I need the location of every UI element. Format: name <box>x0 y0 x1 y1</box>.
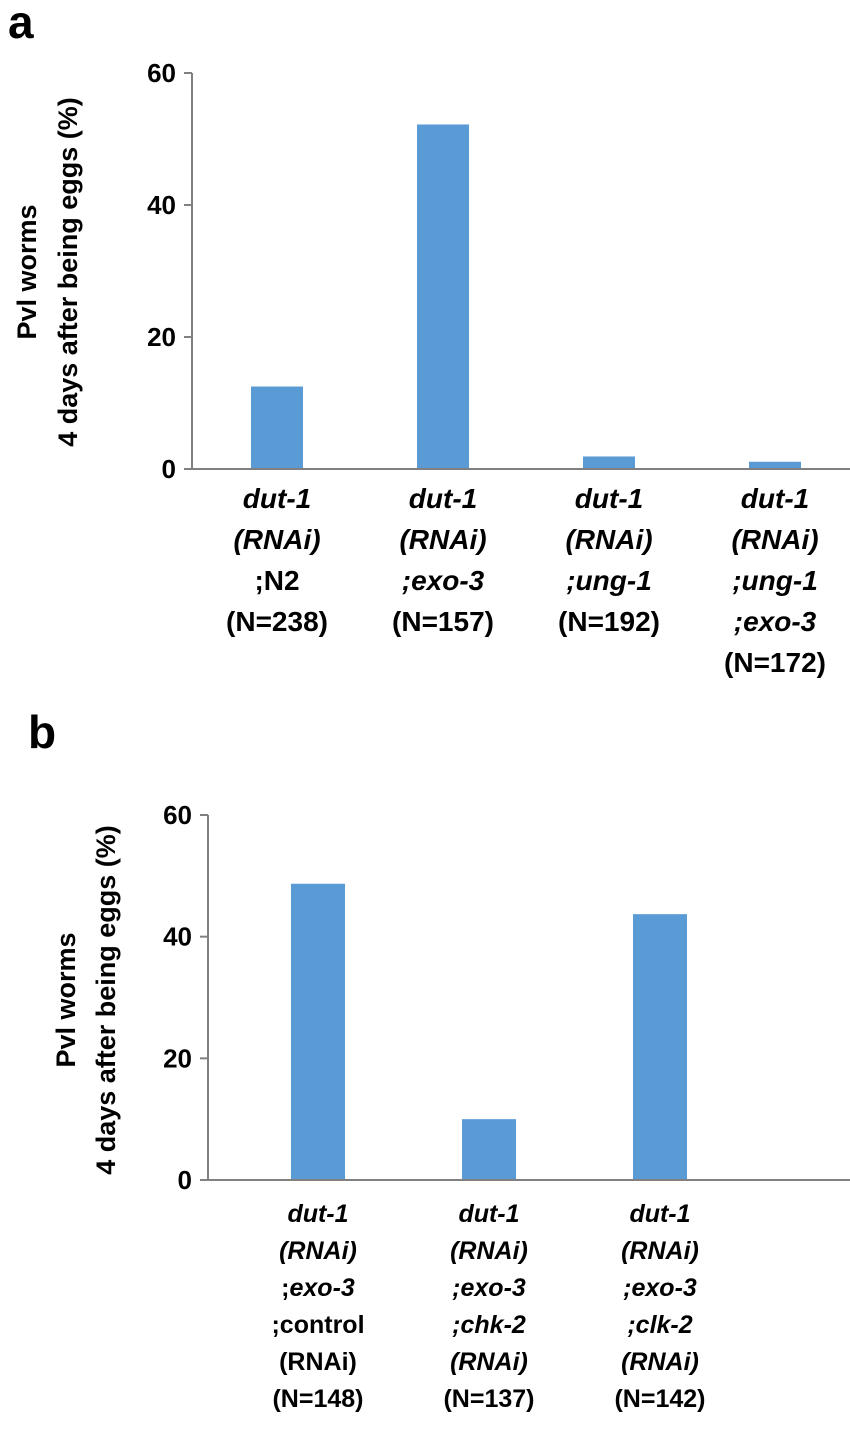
category-label-segment: (N=172) <box>724 647 826 678</box>
y-axis-label-line: 4 days after being eggs (%) <box>91 825 121 1175</box>
category-label-line: dut-1 <box>409 483 477 514</box>
category-label-segment: (RNAi) <box>450 1237 528 1265</box>
category-label-segment: (RNAi) <box>621 1237 699 1265</box>
category-label-segment: (RNAi) <box>399 524 486 555</box>
category-label-segment: ; <box>281 1274 289 1302</box>
category-label-line: (N=148) <box>272 1385 363 1413</box>
category-label-line: (RNAi) <box>399 524 486 555</box>
category-label-line: (RNAi) <box>450 1348 528 1376</box>
category-label-line: (RNAi) <box>565 524 652 555</box>
bar <box>417 124 469 469</box>
category-label-line: dut-1 <box>575 483 643 514</box>
y-tick-label: 20 <box>147 322 176 352</box>
category-label-line: ;exo-3 <box>281 1274 355 1302</box>
category-label-line: ;ung-1 <box>566 565 652 596</box>
category-label-segment: (RNAi) <box>621 1348 699 1376</box>
y-tick-label: 40 <box>147 190 176 220</box>
category-label-segment: (N=238) <box>226 606 328 637</box>
y-tick-label: 0 <box>162 454 176 484</box>
category-label-segment: ;N2 <box>254 565 299 596</box>
category-label-segment: ;exo-3 <box>734 606 817 637</box>
category-label-line: (RNAi) <box>233 524 320 555</box>
category-label-segment: (N=137) <box>443 1385 534 1413</box>
category-label-segment: (N=192) <box>558 606 660 637</box>
category-label-segment: ;control <box>271 1311 364 1339</box>
bar <box>583 456 635 469</box>
category-label-segment: (N=148) <box>272 1385 363 1413</box>
category-label-line: dut-1 <box>458 1200 519 1228</box>
category-label-segment: ;exo-3 <box>452 1274 526 1302</box>
category-label-segment: (RNAi) <box>279 1348 357 1376</box>
category-label-line: (N=238) <box>226 606 328 637</box>
category-label-segment: ;ung-1 <box>566 565 652 596</box>
bar <box>251 386 303 469</box>
category-label-line: ;control <box>271 1311 364 1339</box>
category-label-segment: dut-1 <box>575 483 643 514</box>
y-tick-label: 20 <box>163 1043 192 1073</box>
y-axis-label-line: Pvl worms <box>51 932 81 1067</box>
category-label-segment: ;clk-2 <box>627 1311 692 1339</box>
category-label-line: ;ung-1 <box>732 565 818 596</box>
panel-label-b: b <box>28 706 56 758</box>
category-label-segment: (RNAi) <box>279 1237 357 1265</box>
category-label-line: ;exo-3 <box>402 565 485 596</box>
category-label-line: (RNAi) <box>621 1237 699 1265</box>
category-label-segment: dut-1 <box>243 483 311 514</box>
category-label-line: ;exo-3 <box>623 1274 697 1302</box>
category-label-segment: dut-1 <box>287 1200 348 1228</box>
bar-chart-a: Pvl worms 4 days after being eggs (%) 0 20 4… <box>12 58 850 678</box>
panel-label-a: a <box>8 0 34 48</box>
category-label-line: ;chk-2 <box>452 1311 526 1339</box>
category-label-line: ;clk-2 <box>627 1311 692 1339</box>
category-label-line: dut-1 <box>243 483 311 514</box>
category-label-segment: (RNAi) <box>731 524 818 555</box>
category-label-line: (RNAi) <box>279 1237 357 1265</box>
y-axis-label-line: 4 days after being eggs (%) <box>53 97 83 447</box>
category-label-line: dut-1 <box>287 1200 348 1228</box>
category-label-segment: dut-1 <box>458 1200 519 1228</box>
y-axis-label-line: Pvl worms <box>12 204 42 339</box>
category-label-line: (RNAi) <box>731 524 818 555</box>
category-label-line: ;exo-3 <box>734 606 817 637</box>
category-label-segment: (RNAi) <box>565 524 652 555</box>
bar <box>749 461 801 469</box>
category-label-segment: dut-1 <box>629 1200 690 1228</box>
category-label-segment: (RNAi) <box>450 1348 528 1376</box>
category-label-segment: ;chk-2 <box>452 1311 526 1339</box>
category-label-segment: ;exo-3 <box>623 1274 697 1302</box>
category-label-segment: ;exo-3 <box>402 565 485 596</box>
category-label-line: ;N2 <box>254 565 299 596</box>
category-label-line: dut-1 <box>741 483 809 514</box>
category-label-line: (RNAi) <box>450 1237 528 1265</box>
category-label-segment: (N=157) <box>392 606 494 637</box>
category-label-line: (N=142) <box>614 1385 705 1413</box>
category-label-line: (RNAi) <box>279 1348 357 1376</box>
category-label-segment: exo-3 <box>290 1274 355 1302</box>
category-label-segment: dut-1 <box>409 483 477 514</box>
y-tick-label: 40 <box>163 922 192 952</box>
y-tick-label: 60 <box>163 800 192 830</box>
category-label-line: (RNAi) <box>621 1348 699 1376</box>
bar-chart-b: Pvl worms 4 days after being eggs (%) 0 20 4… <box>51 800 850 1413</box>
bar <box>462 1119 516 1180</box>
category-label-line: (N=157) <box>392 606 494 637</box>
category-label-line: dut-1 <box>629 1200 690 1228</box>
category-label-line: ;exo-3 <box>452 1274 526 1302</box>
category-label-line: (N=172) <box>724 647 826 678</box>
category-label-segment: (N=142) <box>614 1385 705 1413</box>
category-label-line: (N=137) <box>443 1385 534 1413</box>
y-tick-label: 60 <box>147 58 176 88</box>
category-label-line: (N=192) <box>558 606 660 637</box>
category-label-segment: (RNAi) <box>233 524 320 555</box>
category-label-segment: dut-1 <box>741 483 809 514</box>
bar <box>291 883 345 1180</box>
category-label-segment: ;ung-1 <box>732 565 818 596</box>
y-tick-label: 0 <box>178 1165 192 1195</box>
bar <box>633 914 687 1180</box>
